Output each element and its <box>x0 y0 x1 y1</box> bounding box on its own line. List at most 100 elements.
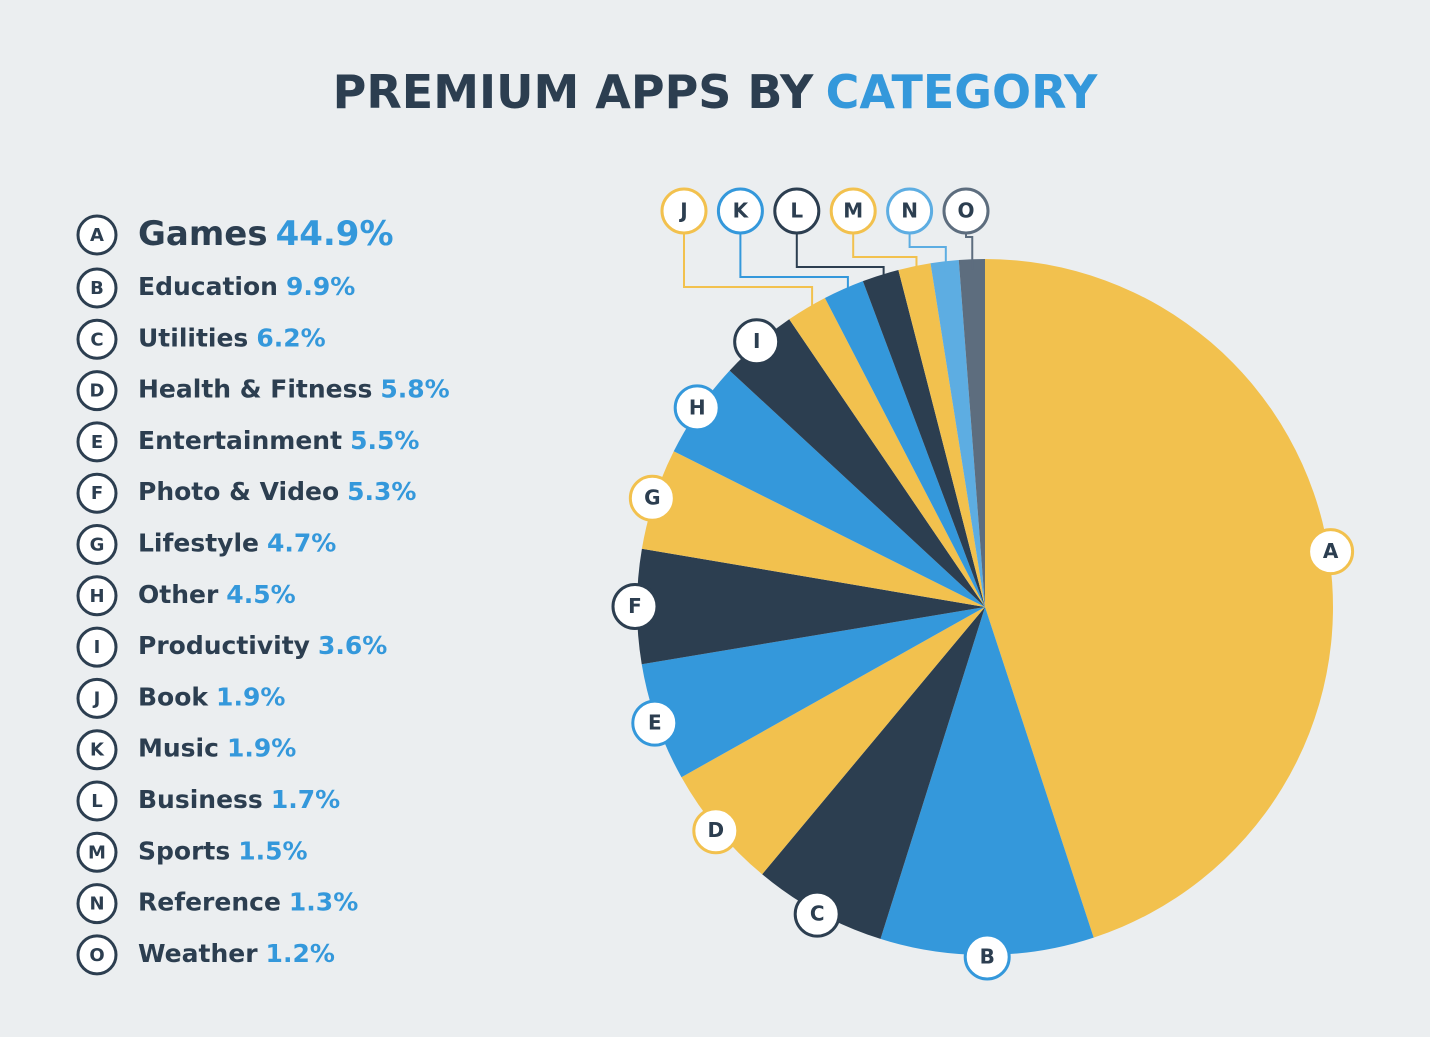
legend-name: Book <box>138 682 209 711</box>
legend-entry: Education 9.9% <box>138 272 355 301</box>
letter-badge <box>76 934 118 976</box>
letter-badge <box>76 524 118 565</box>
legend-name: Health & Fitness <box>138 375 372 404</box>
letter-badge <box>773 187 821 235</box>
letter-badge <box>673 384 721 432</box>
legend-entry: Sports 1.5% <box>138 836 308 865</box>
legend-entry: Utilities 6.2% <box>138 323 326 352</box>
legend-value: 1.3% <box>289 888 358 917</box>
pie-slice <box>958 259 985 607</box>
letter-badge <box>793 890 841 938</box>
legend-value: 3.6% <box>318 631 387 660</box>
legend-entry: Weather 1.2% <box>138 939 335 968</box>
letter-label: N <box>89 894 104 915</box>
legend-value: 5.5% <box>350 426 419 455</box>
letter-label: B <box>980 944 995 968</box>
connector <box>683 233 814 318</box>
legend-name: Other <box>138 580 219 609</box>
legend-name: Weather <box>138 939 258 968</box>
legend-value: 6.2% <box>256 323 325 352</box>
letter-label: O <box>957 199 974 223</box>
letter-badge <box>76 472 118 514</box>
legend-name: Business <box>138 785 263 814</box>
letter-badge <box>76 883 118 925</box>
pie-slice <box>762 607 985 939</box>
letter-badge <box>942 187 990 235</box>
letter-badge <box>76 677 118 719</box>
legend-value: 1.2% <box>266 939 335 968</box>
letter-badge <box>631 699 679 747</box>
pie-slice <box>880 607 1094 955</box>
legend-name: Productivity <box>138 631 310 660</box>
legend-value: 1.7% <box>271 785 340 814</box>
legend-entry: Reference 1.3% <box>138 888 358 917</box>
connector <box>908 233 947 272</box>
legend-entry: Business 1.7% <box>138 785 340 814</box>
letter-badge <box>611 582 659 630</box>
pie-slice <box>862 269 985 607</box>
pie-slice <box>681 607 985 875</box>
letter-label: E <box>91 432 103 453</box>
legend-name: Reference <box>138 888 281 917</box>
pie-slice <box>985 259 1333 938</box>
pie-slice <box>641 451 985 607</box>
letter-badge <box>76 575 118 617</box>
pie-slice <box>641 607 985 778</box>
letter-badge <box>76 214 118 256</box>
letter-label: A <box>1323 539 1339 563</box>
legend-value: 5.3% <box>347 477 416 506</box>
letter-label: N <box>901 199 918 223</box>
letter-badge <box>76 370 118 412</box>
letter-badge <box>76 626 118 668</box>
letter-label: K <box>733 199 750 223</box>
letter-label: M <box>843 199 863 223</box>
pie-slice <box>789 298 985 607</box>
connector <box>739 233 849 299</box>
chart-title: PREMIUM APPS BY CATEGORY <box>333 65 1098 119</box>
legend-entry: Other 4.5% <box>138 580 296 609</box>
letter-label: A <box>90 225 104 246</box>
letter-badge <box>1307 528 1355 576</box>
legend-value: 5.8% <box>380 375 449 404</box>
letter-badge <box>716 187 764 235</box>
letter-label: C <box>90 329 103 350</box>
letter-badge <box>76 318 118 360</box>
letter-badge <box>886 187 934 235</box>
connector <box>852 233 918 277</box>
pie-slice <box>673 370 985 607</box>
legend-entry: Health & Fitness 5.8% <box>138 375 450 404</box>
letter-badge <box>733 318 781 366</box>
legend-entry: Book 1.9% <box>138 682 285 711</box>
letter-label: J <box>92 688 101 709</box>
letter-label: H <box>689 395 706 419</box>
legend-entry: Lifestyle 4.7% <box>138 529 336 558</box>
letter-badge <box>76 729 118 771</box>
letter-label: H <box>89 586 104 607</box>
legend-name: Utilities <box>138 323 248 352</box>
legend-entry: Entertainment 5.5% <box>138 426 419 455</box>
legend-entry: Productivity 3.6% <box>138 631 387 660</box>
pie-slice <box>637 548 985 665</box>
legend-value: 4.5% <box>226 580 295 609</box>
letter-label: L <box>790 199 803 223</box>
legend-entry: Games 44.9% <box>138 214 394 254</box>
legend-value: 1.5% <box>238 836 307 865</box>
letter-badge <box>963 933 1011 981</box>
pie-slice <box>729 319 985 607</box>
connector <box>795 233 885 286</box>
title-part: CATEGORY <box>826 65 1098 119</box>
letter-label: I <box>94 637 101 658</box>
legend-value: 1.9% <box>227 734 296 763</box>
legend-name: Lifestyle <box>138 529 259 558</box>
legend-value: 4.7% <box>267 529 336 558</box>
legend-name: Games <box>138 214 268 254</box>
legend-name: Sports <box>138 836 230 865</box>
letter-label: K <box>90 740 105 761</box>
letter-label: O <box>89 945 104 966</box>
letter-badge <box>76 780 118 822</box>
letter-label: G <box>90 535 105 556</box>
legend-value: 44.9% <box>276 214 394 254</box>
letter-badge <box>829 187 877 235</box>
letter-badge <box>660 187 708 235</box>
